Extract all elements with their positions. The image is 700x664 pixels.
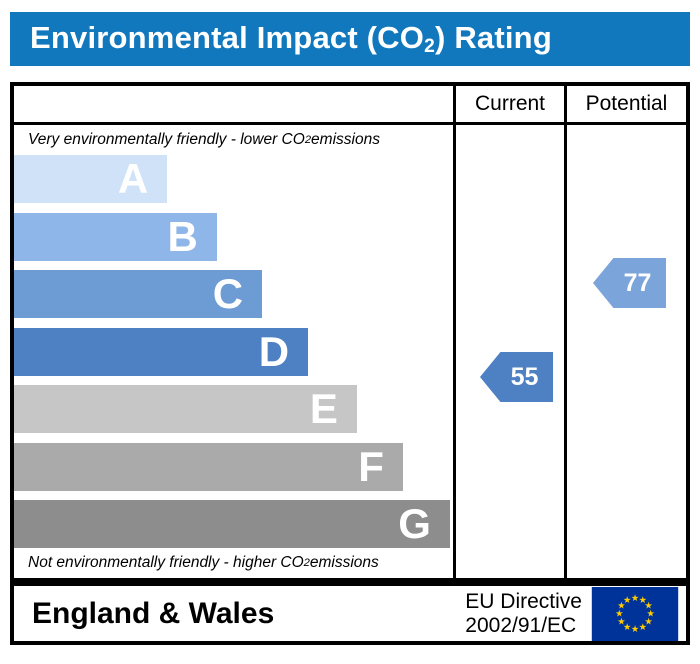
current-column: 55 [453,125,564,578]
bottom-note: Not environmentally friendly - higher CO… [14,548,453,578]
potential-column: 77 [564,125,686,578]
current-rating-value: 55 [510,362,539,391]
top-note: Very environmentally friendly - lower CO… [14,125,453,155]
eu-flag-star: ★ [631,624,639,635]
rating-bars: A B C D E F G [14,155,453,548]
band-bar-a: A [14,155,168,203]
epc-environmental-impact-chart: Environmental Impact (CO2) Rating Curren… [0,12,700,645]
band-letter-e: E [309,385,338,432]
table-body: Very environmentally friendly - lower CO… [14,125,686,578]
eu-directive-line2: 2002/91/EC [465,613,577,637]
top-note-suffix: emissions [311,131,380,148]
top-note-subscript: 2 [304,134,312,146]
region-label: England & Wales [32,596,275,630]
band-letter-g: G [398,500,431,547]
eu-flag-star: ★ [617,616,625,627]
eu-directive-label: EU Directive 2002/91/EC [465,590,582,637]
eu-flag-star: ★ [615,608,623,619]
eu-flag-star: ★ [639,594,647,605]
eu-flag-field [591,586,679,641]
table-header-row: Current Potential [14,86,686,125]
band-letter-c: C [212,270,244,317]
band-letter-f: F [358,442,384,490]
eu-flag-star: ★ [644,616,652,627]
band-bar-b: B [14,212,217,261]
rating-table: Current Potential Very environmentally f… [10,82,690,582]
title-prefix: Environmental Impact (CO [30,19,425,55]
eu-flag-star: ★ [623,594,631,605]
band-column-header [14,86,453,122]
band-bar-d: D [14,327,309,376]
band-column: Very environmentally friendly - lower CO… [14,125,453,578]
bottom-note-suffix: emissions [309,554,379,571]
footer-right-group: EU Directive 2002/91/EC ★ ★ ★ ★ ★ ★ ★ ★ ★ ★ ★ ★ [465,586,679,641]
eu-directive-line1: EU Directive [465,589,582,613]
page-title: Environmental Impact (CO2) Rating [30,20,552,58]
band-letter-a: A [117,155,149,202]
potential-rating-value: 77 [623,268,652,297]
band-bar-e: E [14,385,357,433]
eu-flag-star: ★ [639,622,647,633]
eu-flag-star: ★ [644,600,652,611]
title-subscript: 2 [424,36,435,58]
eu-flag-star: ★ [623,622,631,633]
potential-column-header: Potential [564,86,686,122]
band-bar-c: C [14,270,263,318]
band-bar-f: F [14,442,403,491]
footer: England & Wales EU Directive 2002/91/EC … [10,582,690,645]
chart-title-banner: Environmental Impact (CO2) Rating [10,12,690,66]
eu-flag-star: ★ [617,600,625,611]
current-column-header: Current [453,86,564,122]
eu-flag-star: ★ [631,592,639,603]
current-rating-marker: 55 [480,352,553,402]
bottom-note-text: Not environmentally friendly - higher CO [28,554,304,571]
bottom-note-subscript: 2 [303,557,310,569]
eu-flag-star: ★ [647,608,655,619]
band-letter-b: B [167,212,198,260]
title-suffix: ) Rating [434,19,552,55]
eu-flag-icon: ★ ★★★★★★★★★★★ [591,586,679,641]
band-letter-d: D [258,327,290,375]
top-note-text: Very environmentally friendly - lower CO [28,131,305,148]
band-bar-g: G [14,500,450,548]
potential-rating-marker: 77 [593,258,666,308]
